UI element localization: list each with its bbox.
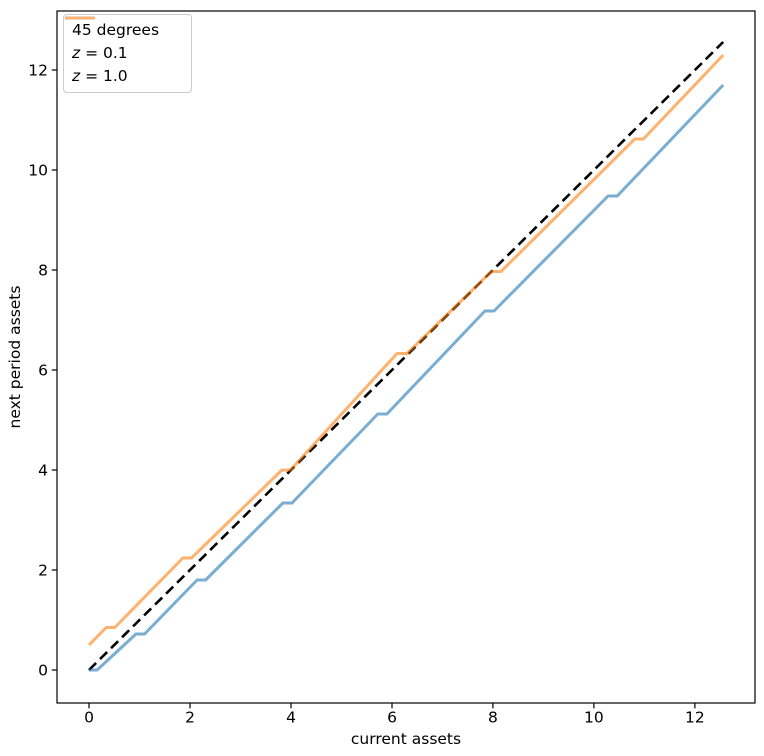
legend-label-z-0-1: z = 0.1 [72, 44, 128, 62]
legend-label-z-1-0: z = 1.0 [72, 67, 128, 85]
y-tick-label: 8 [38, 262, 48, 280]
legend-z-symbol: z [72, 67, 81, 85]
x-axis-ticks: 0 2 4 6 8 10 12 [84, 703, 705, 727]
legend-entry-z-1-0: z = 1.0 [65, 16, 183, 85]
series-z-0-1 [89, 83, 725, 672]
plot-border [56, 10, 756, 704]
legend-label-45-degrees: 45 degrees [72, 21, 160, 39]
x-tick-label: 8 [488, 709, 498, 727]
y-tick-label: 12 [28, 62, 48, 80]
legend-entry-45-degrees: 45 degrees [65, 16, 183, 39]
series-45-degrees [88, 41, 725, 671]
y-tick-label: 4 [38, 462, 48, 480]
y-tick-label: 6 [38, 362, 48, 380]
x-axis-label: current assets [351, 730, 461, 748]
x-tick-label: 10 [584, 709, 604, 727]
legend-entry-z-0-1: z = 0.1 [65, 16, 183, 62]
series-z-1-0 [87, 53, 725, 647]
y-tick-label: 10 [28, 162, 48, 180]
y-axis-label: next period assets [6, 286, 24, 429]
series-layer [87, 41, 725, 672]
x-tick-label: 12 [685, 709, 705, 727]
legend-line-sample-orange [65, 16, 95, 20]
x-tick-label: 6 [387, 709, 397, 727]
x-tick-label: 2 [185, 709, 195, 727]
y-tick-label: 2 [38, 562, 48, 580]
y-tick-label: 0 [38, 662, 48, 680]
y-axis-ticks: 0 2 4 6 8 10 12 [28, 62, 57, 680]
legend: 45 degrees z = 0.1 z = 1.0 [63, 14, 192, 93]
legend-z-value: = 0.1 [80, 44, 128, 62]
x-tick-label: 4 [286, 709, 296, 727]
legend-z-value: = 1.0 [80, 67, 128, 85]
x-tick-label: 0 [84, 709, 94, 727]
legend-z-symbol: z [72, 44, 81, 62]
